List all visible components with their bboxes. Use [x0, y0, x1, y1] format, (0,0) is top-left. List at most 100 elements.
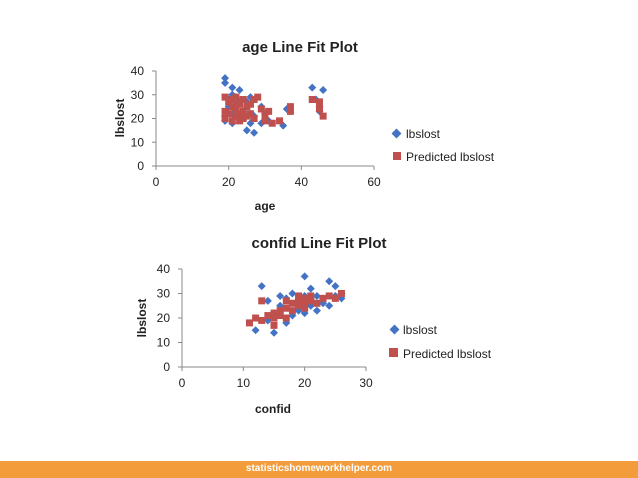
data-point-predicted-lbslost	[313, 299, 321, 307]
data-point-predicted-lbslost	[295, 297, 303, 305]
data-point-lbslost	[294, 306, 303, 315]
data-point-predicted-lbslost	[319, 112, 327, 120]
data-point-lbslost	[250, 128, 259, 137]
data-point-predicted-lbslost	[243, 103, 251, 111]
x-tick-label: 0	[179, 376, 186, 390]
data-point-predicted-lbslost	[228, 96, 236, 103]
data-point-predicted-lbslost	[258, 316, 266, 324]
data-point-predicted-lbslost	[228, 117, 236, 125]
data-point-predicted-lbslost	[243, 112, 251, 120]
data-point-predicted-lbslost	[232, 112, 240, 120]
y-tick-label: 0	[137, 159, 144, 173]
data-point-predicted-lbslost	[232, 93, 240, 101]
data-point-predicted-lbslost	[276, 307, 284, 315]
y-tick-label: 0	[163, 360, 170, 374]
data-point-predicted-lbslost	[276, 312, 284, 320]
data-point-predicted-lbslost	[268, 119, 276, 127]
data-point-lbslost	[235, 86, 244, 94]
data-point-predicted-lbslost	[270, 314, 278, 322]
y-tick-label: 20	[157, 311, 171, 325]
data-point-predicted-lbslost	[270, 321, 278, 329]
data-point-predicted-lbslost	[254, 93, 262, 101]
x-axis-title: age	[255, 199, 276, 213]
x-tick-label: 20	[298, 376, 312, 390]
data-point-predicted-lbslost	[232, 105, 240, 113]
data-point-predicted-lbslost	[337, 290, 345, 297]
data-point-predicted-lbslost	[288, 307, 296, 315]
data-point-lbslost	[312, 306, 321, 315]
data-point-predicted-lbslost	[236, 110, 244, 118]
x-tick-label: 0	[153, 175, 160, 189]
data-point-predicted-lbslost	[245, 319, 253, 327]
y-axis-title: lbslost	[135, 299, 149, 338]
data-point-predicted-lbslost	[316, 98, 323, 106]
data-point-lbslost	[257, 282, 266, 291]
data-point-predicted-lbslost	[221, 115, 229, 122]
data-point-predicted-lbslost	[301, 299, 309, 307]
data-point-predicted-lbslost	[246, 110, 254, 118]
data-point-lbslost	[325, 277, 334, 286]
data-point-predicted-lbslost	[276, 117, 284, 125]
y-tick-label: 20	[131, 112, 145, 126]
y-tick-label: 40	[157, 262, 171, 276]
legend-label-lbslost: lbslost	[403, 323, 438, 337]
y-tick-label: 30	[157, 287, 171, 301]
data-point-predicted-lbslost	[282, 314, 290, 322]
data-point-predicted-lbslost	[239, 107, 247, 115]
legend-label-predicted-lbslost: Predicted lbslost	[403, 347, 492, 361]
data-point-predicted-lbslost	[221, 93, 229, 101]
data-point-lbslost	[319, 86, 328, 94]
x-tick-label: 10	[237, 376, 251, 390]
data-point-lbslost	[337, 294, 346, 303]
data-point-lbslost	[276, 291, 285, 300]
data-point-predicted-lbslost	[319, 294, 327, 302]
y-axis-title: lbslost	[113, 99, 127, 138]
y-tick-label: 10	[131, 135, 145, 149]
data-point-predicted-lbslost	[261, 117, 269, 125]
data-point-predicted-lbslost	[265, 107, 273, 115]
confid-line-fit-chart: confid Line Fit Plot confid lbslost 0 10 2…	[135, 235, 492, 416]
data-point-predicted-lbslost	[286, 103, 294, 111]
legend-marker-lbslost	[389, 324, 400, 335]
data-point-lbslost	[228, 83, 237, 92]
legend-marker-predicted-lbslost	[389, 348, 398, 357]
chart-title: age Line Fit Plot	[242, 39, 358, 56]
data-point-predicted-lbslost	[257, 105, 265, 113]
data-point-predicted-lbslost	[301, 304, 309, 312]
data-point-predicted-lbslost	[308, 96, 316, 103]
data-point-lbslost	[288, 289, 297, 298]
data-point-predicted-lbslost	[307, 297, 315, 305]
data-point-predicted-lbslost	[236, 117, 244, 125]
data-point-lbslost	[308, 83, 317, 92]
x-tick-label: 30	[359, 376, 373, 390]
legend-label-lbslost: lbslost	[406, 127, 441, 141]
x-tick-label: 40	[295, 175, 309, 189]
data-point-lbslost	[251, 326, 260, 335]
data-point-lbslost	[300, 272, 309, 281]
data-point-predicted-lbslost	[288, 299, 296, 307]
data-point-predicted-lbslost	[236, 100, 244, 108]
data-point-predicted-lbslost	[252, 314, 260, 322]
data-point-lbslost	[270, 328, 278, 337]
data-point-predicted-lbslost	[246, 100, 254, 108]
data-point-predicted-lbslost	[261, 112, 269, 120]
data-point-predicted-lbslost	[239, 96, 247, 103]
data-point-predicted-lbslost	[331, 294, 339, 302]
data-point-predicted-lbslost	[250, 115, 258, 122]
x-tick-label: 60	[367, 175, 381, 189]
age-line-fit-chart: age Line Fit Plot age lbslost 0 20 40 60 0 10…	[113, 39, 495, 213]
legend-marker-lbslost	[391, 128, 402, 139]
data-point-lbslost	[221, 78, 230, 87]
data-point-lbslost	[221, 74, 230, 83]
data-point-predicted-lbslost	[316, 105, 323, 113]
data-point-predicted-lbslost	[228, 103, 236, 111]
footer-bar: statisticshomeworkhelper.com	[0, 461, 638, 478]
y-tick-label: 30	[131, 88, 145, 102]
data-point-lbslost	[331, 282, 340, 291]
data-point-predicted-lbslost	[225, 110, 233, 118]
chart-title: confid Line Fit Plot	[252, 235, 387, 252]
data-point-predicted-lbslost	[221, 107, 229, 115]
data-point-predicted-lbslost	[270, 309, 278, 317]
data-point-predicted-lbslost	[239, 115, 247, 122]
data-point-predicted-lbslost	[225, 98, 233, 106]
